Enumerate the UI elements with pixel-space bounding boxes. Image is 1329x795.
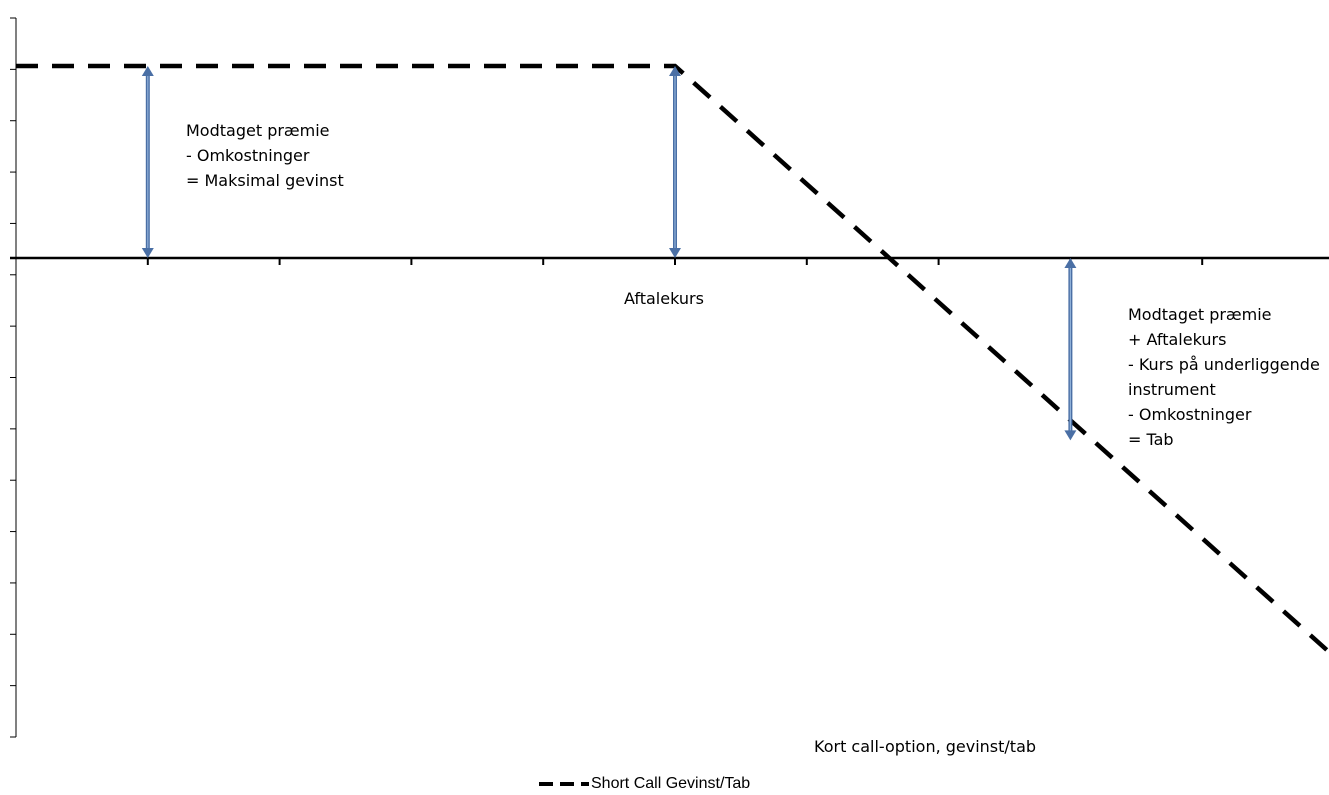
arrow-head-down: [141, 248, 154, 258]
double-arrow: [1064, 258, 1077, 441]
arrow-layer: [141, 66, 1077, 441]
annotation-strike-label: Aftalekurs: [624, 286, 704, 311]
arrow-head-up: [669, 66, 681, 76]
arrow-head-down: [1064, 430, 1077, 441]
annotation-max-gain: Modtaget præmie - Omkostninger = Maksima…: [186, 118, 344, 193]
legend-label: Short Call Gevinst/Tab: [591, 775, 751, 792]
annotation-line: Aftalekurs: [624, 289, 704, 308]
annotation-line: Modtaget præmie: [1128, 305, 1272, 324]
legend: Short Call Gevinst/Tab: [537, 773, 750, 795]
chart-title-text: Kort call-option, gevinst/tab: [814, 737, 1037, 756]
annotation-line: - Kurs på underliggende: [1128, 355, 1320, 374]
double-arrow: [141, 66, 154, 258]
legend-line-marker: [539, 782, 589, 786]
annotation-line: = Maksimal gevinst: [186, 171, 344, 190]
x-axis: [10, 256, 1329, 265]
chart-title: Kort call-option, gevinst/tab: [814, 734, 1036, 759]
y-axis: [10, 17, 17, 738]
arrow-head-down: [669, 248, 681, 258]
annotation-line: - Omkostninger: [1128, 405, 1252, 424]
annotation-line: Modtaget præmie: [186, 121, 330, 140]
annotation-loss: Modtaget præmie + Aftalekurs - Kurs på u…: [1128, 302, 1320, 452]
annotation-line: = Tab: [1128, 430, 1174, 449]
arrow-head-up: [1064, 258, 1077, 268]
annotation-line: instrument: [1128, 380, 1216, 399]
annotation-line: - Omkostninger: [186, 146, 310, 165]
annotation-line: + Aftalekurs: [1128, 330, 1227, 349]
double-arrow: [669, 66, 681, 258]
arrow-head-up: [141, 66, 154, 76]
